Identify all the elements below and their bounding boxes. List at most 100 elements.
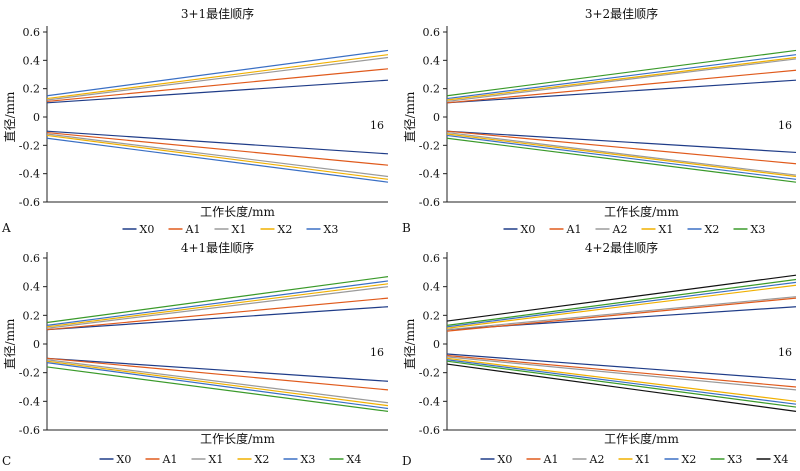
series-line-upper-x2 bbox=[46, 54, 389, 100]
y-tick-label: -0.2 bbox=[419, 139, 440, 152]
y-tick-label: 0.2 bbox=[423, 309, 441, 322]
series-line-lower-x1 bbox=[46, 133, 389, 178]
y-tick-label: -0.6 bbox=[419, 196, 440, 209]
series-line-upper-a1 bbox=[46, 297, 389, 331]
chart-title: 3+1最佳顺序 bbox=[181, 6, 254, 21]
y-tick-label: 0.2 bbox=[23, 83, 41, 96]
y-tick-label: 0 bbox=[433, 338, 440, 351]
y-tick-label: 0.2 bbox=[23, 309, 41, 322]
y-tick-label: 0.4 bbox=[423, 54, 441, 67]
length-annotation: 16 bbox=[370, 346, 384, 359]
panel-label: A bbox=[1, 221, 11, 235]
series-line-lower-x2 bbox=[46, 360, 389, 407]
x-axis-label: 工作长度/mm bbox=[200, 431, 275, 446]
panel-label: B bbox=[402, 221, 411, 235]
series-line-upper-x2 bbox=[446, 54, 797, 100]
y-tick-label: -0.6 bbox=[19, 196, 40, 209]
series-line-lower-x4 bbox=[46, 366, 389, 412]
series-line-lower-x4 bbox=[446, 363, 797, 412]
series-line-lower-x0 bbox=[446, 353, 797, 381]
legend-label-a1: A1 bbox=[543, 453, 559, 466]
series-line-lower-a1 bbox=[46, 131, 389, 166]
series-line-lower-x2 bbox=[446, 359, 797, 405]
y-tick-label: -0.2 bbox=[419, 367, 440, 380]
series-line-lower-a1 bbox=[446, 354, 797, 388]
series-line-upper-x2 bbox=[446, 281, 797, 328]
legend-label-x1: X1 bbox=[636, 453, 651, 466]
legend-label-x4: X4 bbox=[774, 453, 789, 466]
series-line-lower-x2 bbox=[446, 134, 797, 180]
chart-panel-c: 4+1最佳顺序 0.6 0.4 0.2 0 -0.2 -0.4 -0.6 直径/mm 工作长度/m… bbox=[2, 240, 389, 468]
series-line-upper-a1 bbox=[46, 68, 389, 103]
length-annotation: 16 bbox=[778, 119, 792, 132]
series-line-upper-x1 bbox=[46, 286, 389, 329]
series-line-lower-x0 bbox=[46, 130, 389, 155]
legend-label-x0: X0 bbox=[521, 223, 536, 236]
y-tick-label: -0.4 bbox=[19, 395, 40, 408]
series-line-lower-x0 bbox=[46, 357, 389, 382]
series-line-lower-x3 bbox=[446, 137, 797, 183]
chart-title: 4+2最佳顺序 bbox=[585, 240, 658, 255]
legend-label-x1: X1 bbox=[232, 223, 247, 236]
series-line-lower-x1 bbox=[46, 359, 389, 404]
legend-label-x1: X1 bbox=[209, 453, 224, 466]
x-axis-label: 工作长度/mm bbox=[200, 204, 275, 219]
y-tick-label: 0 bbox=[33, 111, 40, 124]
legend-label-a2: A2 bbox=[612, 223, 628, 236]
legend-label-x2: X2 bbox=[278, 223, 293, 236]
series-line-upper-x2 bbox=[46, 283, 389, 328]
chart-title: 4+1最佳顺序 bbox=[181, 240, 254, 255]
y-tick-label: 0 bbox=[433, 111, 440, 124]
series-line-upper-x3 bbox=[46, 49, 389, 97]
legend-label-x3: X3 bbox=[301, 453, 316, 466]
x-axis-label: 工作长度/mm bbox=[604, 431, 679, 446]
series-line-lower-a1 bbox=[46, 357, 389, 391]
legend-label-x1: X1 bbox=[659, 223, 674, 236]
series-line-upper-a1 bbox=[446, 297, 797, 332]
y-tick-label: 0.4 bbox=[23, 54, 41, 67]
length-annotation: 16 bbox=[370, 119, 384, 132]
y-tick-label: 0.2 bbox=[423, 83, 441, 96]
y-tick-label: -0.2 bbox=[19, 367, 40, 380]
chart-panel-d: 4+2最佳顺序 0.6 0.4 0.2 0 -0.2 -0.4 -0.6 直径/mm 工作长度/m… bbox=[402, 240, 797, 468]
x-axis-label: 工作长度/mm bbox=[604, 204, 679, 219]
y-tick-label: 0.6 bbox=[423, 252, 441, 265]
y-tick-label: -0.6 bbox=[19, 424, 40, 437]
series-line-lower-x3 bbox=[46, 362, 389, 410]
legend-label-x3: X3 bbox=[324, 223, 339, 236]
y-tick-label: 0.4 bbox=[23, 281, 41, 294]
series-line-lower-x3 bbox=[446, 360, 797, 408]
y-axis-label: 直径/mm bbox=[403, 91, 417, 142]
series-line-upper-x0 bbox=[46, 306, 389, 331]
series-line-upper-x0 bbox=[46, 79, 389, 104]
y-tick-label: -0.4 bbox=[19, 168, 40, 181]
y-tick-label: -0.2 bbox=[19, 139, 40, 152]
y-tick-label: 0.6 bbox=[23, 252, 41, 265]
series-line-lower-x1 bbox=[446, 357, 797, 402]
y-axis-label: 直径/mm bbox=[403, 318, 417, 369]
y-tick-label: -0.4 bbox=[419, 395, 440, 408]
legend-label-a2: A2 bbox=[589, 453, 605, 466]
legend-label-a1: A1 bbox=[566, 223, 582, 236]
series-line-upper-x1 bbox=[46, 56, 389, 101]
series-line-upper-x1 bbox=[446, 56, 797, 101]
series-line-upper-a2 bbox=[446, 58, 797, 103]
series-line-upper-x3 bbox=[446, 278, 797, 326]
y-tick-label: 0.6 bbox=[423, 26, 441, 39]
legend-label-x4: X4 bbox=[347, 453, 362, 466]
series-line-lower-x1 bbox=[446, 133, 797, 178]
y-tick-label: 0 bbox=[33, 338, 40, 351]
legend-label-x3: X3 bbox=[751, 223, 766, 236]
series-line-lower-x3 bbox=[46, 137, 389, 183]
y-tick-label: 0.4 bbox=[423, 281, 441, 294]
series-line-upper-x1 bbox=[446, 284, 797, 329]
series-line-upper-x3 bbox=[46, 280, 389, 326]
series-line-upper-x4 bbox=[446, 274, 797, 322]
series-line-upper-a2 bbox=[446, 296, 797, 331]
legend-label-x0: X0 bbox=[140, 223, 155, 236]
legend-label-x0: X0 bbox=[117, 453, 132, 466]
series-line-upper-a1 bbox=[446, 69, 797, 104]
legend-label-x0: X0 bbox=[498, 453, 513, 466]
y-tick-label: -0.4 bbox=[419, 168, 440, 181]
